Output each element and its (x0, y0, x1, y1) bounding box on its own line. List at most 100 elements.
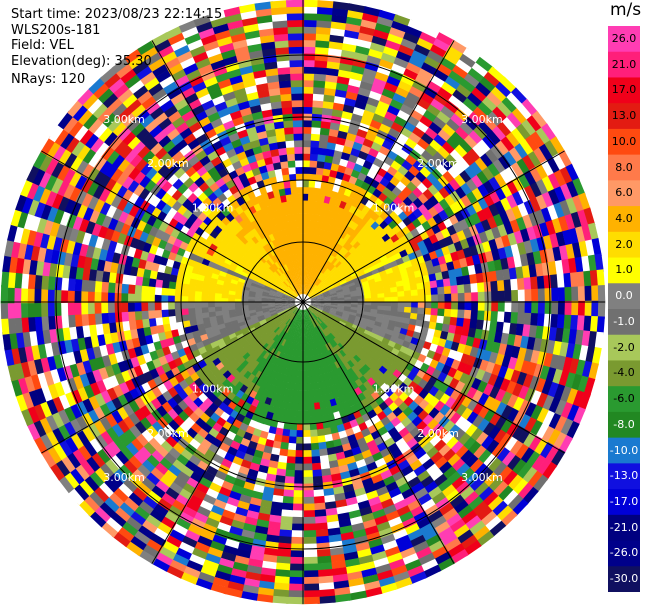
radar-gate (363, 329, 372, 337)
radar-gate (343, 362, 352, 371)
radar-gate (583, 270, 592, 289)
radar-gate (490, 144, 505, 161)
radar-gate (302, 146, 312, 154)
radar-gate (338, 265, 346, 272)
radar-gate (381, 504, 397, 516)
radar-gate (443, 308, 452, 319)
radar-gate (318, 324, 324, 332)
radar-gate (319, 468, 332, 477)
radar-gate (462, 97, 480, 113)
radar-gate (367, 335, 376, 344)
radar-gate (248, 544, 266, 555)
radar-gate (493, 213, 505, 229)
radar-gate (448, 94, 465, 110)
radar-gate (371, 241, 381, 251)
radar-gate (446, 543, 465, 559)
radar-gate (491, 341, 501, 356)
radar-gate (312, 312, 319, 319)
radar-gate (494, 415, 508, 431)
radar-gate (338, 123, 351, 134)
radar-gate (134, 301, 142, 312)
radar-gate (458, 218, 470, 232)
radar-gate (310, 261, 314, 269)
radar-gate (302, 200, 309, 208)
radar-gate (515, 266, 524, 281)
radar-gate (339, 279, 348, 286)
radar-gate (327, 286, 336, 291)
radar-gate (490, 86, 509, 104)
radar-gate (596, 269, 605, 288)
radar-gate (416, 493, 432, 507)
radar-gate (349, 238, 358, 247)
radar-gate (316, 388, 324, 397)
radar-gate (294, 335, 298, 344)
radar-gate (301, 563, 319, 571)
radar-gate (287, 436, 297, 444)
radar-gate (326, 326, 333, 334)
radar-gate (457, 292, 465, 303)
radar-gate (316, 279, 323, 287)
radar-gate (433, 521, 451, 536)
radar-gate (312, 395, 320, 404)
radar-gate (527, 435, 543, 453)
radar-gate (301, 26, 319, 34)
radar-gate (371, 297, 379, 303)
radar-gate (511, 478, 529, 497)
radar-gate (298, 383, 304, 391)
radar-gate (553, 169, 568, 189)
radar-gate (396, 311, 405, 319)
radar-gate (321, 266, 328, 274)
radar-gate (374, 569, 394, 582)
radar-gate (359, 323, 367, 331)
radar-gate (433, 38, 452, 53)
radar-gate (477, 486, 494, 503)
radar-gate (521, 324, 531, 339)
radar-gate (403, 290, 412, 298)
radar-gate (434, 271, 444, 282)
radar-gate (485, 148, 500, 165)
radar-gate (306, 220, 312, 228)
radar-gate (289, 530, 304, 538)
radar-gate (279, 509, 293, 518)
radar-gate (251, 531, 268, 542)
radar-gate (401, 273, 410, 282)
radar-gate (299, 323, 302, 331)
radar-gate (314, 289, 322, 295)
radar-gate (319, 353, 326, 361)
radar-gate (329, 34, 347, 44)
radar-gate (467, 327, 477, 340)
radar-gate (403, 312, 411, 320)
radar-gate (439, 532, 458, 547)
radar-gate (322, 310, 329, 315)
radar-gate (310, 313, 316, 321)
radar-gate (343, 370, 352, 379)
radar-gate (361, 264, 371, 272)
radar-gate (302, 120, 314, 128)
radar-gate (463, 73, 482, 89)
radar-gate (316, 293, 324, 297)
radar-gate (497, 224, 509, 239)
radar-gate (348, 590, 367, 601)
radar-gate (370, 305, 378, 311)
radar-gate (309, 429, 318, 438)
radar-gate (457, 301, 465, 312)
radar-gate (308, 290, 314, 297)
radar-gate (489, 320, 498, 334)
radar-gate (488, 386, 501, 401)
radar-gate (327, 356, 335, 365)
radar-gate (296, 336, 300, 344)
radar-gate (516, 371, 528, 388)
radar-gate (296, 416, 304, 424)
radar-gate (286, 442, 297, 451)
radar-gate (345, 321, 354, 328)
radar-gate (329, 310, 337, 315)
radar-gate (354, 233, 363, 242)
radar-gate (492, 125, 508, 143)
radar-gate (375, 334, 384, 343)
radar-gate (301, 570, 319, 578)
radar-gate (309, 362, 314, 371)
radar-gate (556, 273, 565, 290)
radar-gate (335, 335, 343, 344)
radar-gate (368, 90, 384, 102)
radar-gate (278, 407, 287, 416)
